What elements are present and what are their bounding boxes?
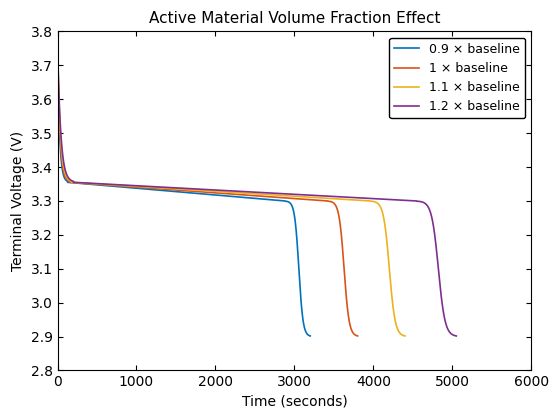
Line: 1 × baseline: 1 × baseline: [58, 45, 358, 336]
1.1 × baseline: [54, 42, 61, 47]
Line: 1.1 × baseline: 1.1 × baseline: [58, 45, 405, 336]
1.1 × baseline: [117, 183, 124, 188]
Legend: 0.9 × baseline, 1 × baseline, 1.1 × baseline, 1.2 × baseline: 0.9 × baseline, 1 × baseline, 1.1 × base…: [389, 38, 525, 118]
1 × baseline: [54, 42, 61, 47]
Line: 0.9 × baseline: 0.9 × baseline: [58, 45, 310, 336]
1.1 × baseline: [280, 193, 287, 198]
1 × baseline: [249, 193, 256, 198]
Y-axis label: Terminal Voltage (V): Terminal Voltage (V): [11, 131, 25, 271]
1.2 × baseline: [382, 197, 389, 202]
X-axis label: Time (seconds): Time (seconds): [241, 395, 347, 409]
1.2 × baseline: [314, 193, 320, 198]
0.9 × baseline: [242, 195, 249, 200]
Line: 1.2 × baseline: 1.2 × baseline: [58, 45, 456, 336]
1.2 × baseline: [127, 183, 133, 188]
Title: Active Material Volume Fraction Effect: Active Material Volume Fraction Effect: [148, 11, 440, 26]
0.9 × baseline: [218, 193, 225, 198]
0.9 × baseline: [151, 187, 157, 192]
1 × baseline: [234, 192, 241, 197]
1.2 × baseline: [352, 195, 358, 200]
1.1 × baseline: [402, 333, 408, 339]
1.1 × baseline: [340, 197, 347, 202]
0.9 × baseline: [307, 333, 314, 339]
1 × baseline: [109, 183, 115, 188]
1.2 × baseline: [453, 333, 460, 339]
1.2 × baseline: [207, 187, 213, 192]
0.9 × baseline: [262, 197, 269, 202]
0.9 × baseline: [54, 42, 61, 47]
1.1 × baseline: [263, 192, 269, 197]
1 × baseline: [301, 197, 307, 202]
1 × baseline: [169, 187, 175, 192]
0.9 × baseline: [206, 192, 212, 197]
1.2 × baseline: [54, 42, 61, 47]
1.1 × baseline: [314, 195, 320, 200]
1.2 × baseline: [293, 192, 300, 197]
1.1 × baseline: [187, 187, 194, 192]
1 × baseline: [278, 195, 285, 200]
0.9 × baseline: [100, 183, 107, 188]
1 × baseline: [354, 333, 361, 339]
